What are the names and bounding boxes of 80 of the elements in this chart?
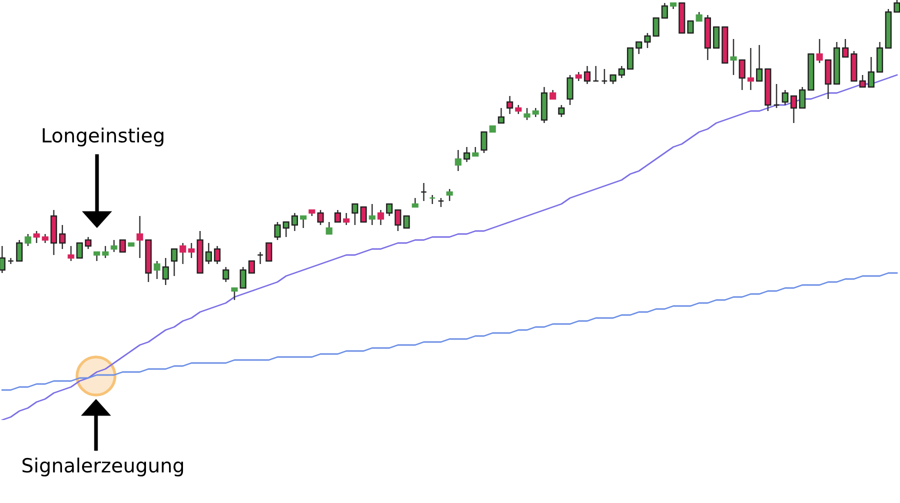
text: Signalerzeugung	[22, 458, 183, 476]
candlestick	[558, 104, 565, 118]
candlestick	[136, 215, 144, 259]
candlestick	[180, 242, 186, 265]
candlestick	[291, 212, 298, 232]
candlestick	[480, 131, 488, 154]
candlestick	[84, 236, 92, 250]
candlestick	[343, 212, 350, 226]
candlestick	[59, 224, 66, 250]
candlestick	[644, 32, 651, 49]
candlestick	[446, 188, 453, 202]
candlestick	[454, 149, 462, 172]
candlestick	[894, 0, 900, 13]
candlestick	[636, 41, 642, 55]
candlestick	[790, 95, 798, 124]
candlestick	[334, 209, 342, 223]
candlestick	[170, 248, 178, 277]
candlestick	[248, 260, 255, 274]
candlestick	[661, 2, 668, 19]
candlestick	[687, 20, 694, 34]
candlestick	[360, 206, 367, 223]
candlestick	[868, 56, 874, 88]
candlestick	[747, 47, 754, 91]
candlestick	[782, 89, 788, 106]
candlestick	[274, 221, 281, 241]
candlestick	[16, 239, 23, 262]
candlestick	[524, 107, 530, 121]
candlestick	[33, 230, 40, 244]
candlestick	[188, 242, 195, 259]
candlestick	[498, 107, 504, 124]
candlestick	[386, 203, 393, 217]
candlestick	[68, 245, 74, 262]
candlestick	[300, 215, 307, 229]
candlestick	[352, 203, 358, 226]
candlestick	[756, 44, 763, 82]
candlestick	[773, 83, 780, 109]
candlestick	[7, 257, 14, 265]
candlestick	[205, 242, 212, 265]
candlestick	[162, 257, 169, 286]
candlestick	[256, 251, 264, 265]
candlestick	[842, 38, 849, 58]
candlestick	[584, 65, 591, 85]
candlestick	[463, 146, 470, 163]
candlestick	[119, 239, 126, 253]
candlestick	[859, 74, 866, 88]
candlestick	[368, 203, 376, 226]
candlestick	[0, 245, 6, 274]
candlestick	[403, 215, 410, 229]
candlestick	[420, 182, 428, 202]
candlestick	[618, 65, 625, 79]
candlestick	[377, 209, 384, 226]
candlestick	[394, 209, 402, 232]
candlestick	[326, 221, 332, 235]
annotation: Longeinstieg	[42, 128, 164, 146]
candlestick	[24, 233, 32, 247]
candlestick	[110, 239, 118, 253]
candlestick	[240, 266, 246, 289]
candlestick	[799, 86, 806, 109]
candlestick	[601, 68, 608, 85]
candlestick	[626, 47, 634, 70]
candlestick	[214, 245, 221, 265]
candlestick	[102, 245, 109, 259]
candlestick	[429, 194, 436, 205]
candlestick	[652, 17, 660, 37]
candlestick	[592, 65, 600, 82]
candlestick	[222, 266, 230, 283]
candlestick	[738, 59, 746, 91]
candlestick	[317, 209, 324, 226]
candlestick	[730, 38, 737, 76]
candlestick	[566, 74, 574, 106]
candlestick	[816, 38, 823, 64]
candlestick	[154, 260, 160, 280]
candlestick	[713, 26, 720, 49]
candlestick	[506, 95, 514, 115]
candlestick	[76, 242, 83, 259]
candlestick	[282, 221, 290, 238]
candlestick	[266, 242, 272, 262]
candlestick	[876, 41, 884, 73]
candlestick	[231, 287, 238, 301]
candlestick	[824, 59, 832, 100]
